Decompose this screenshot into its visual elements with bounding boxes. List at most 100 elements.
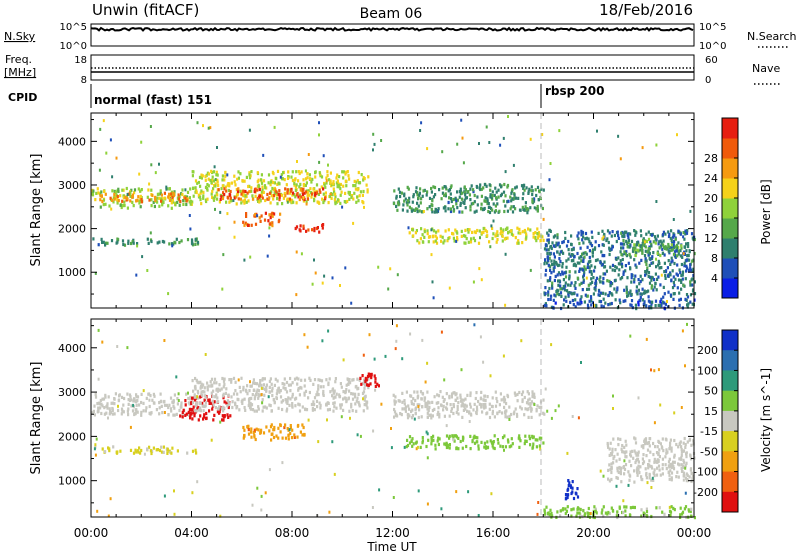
velocity-cell [671,462,674,466]
velocity-cell [316,405,319,409]
power-cell [180,239,183,243]
velocity-cell [303,391,306,395]
power-cell [283,178,286,182]
velocity-cell [269,425,273,429]
power-cell [545,248,548,252]
power-cell [687,244,690,248]
velocity-cell [409,332,412,336]
velocity-cell [345,400,348,404]
power-cell [543,262,546,266]
power-cell [608,231,611,235]
velocity-cell [523,413,526,417]
velocity-ytick-label: 4000 [58,342,86,355]
velocity-cell [363,403,366,407]
power-cell [171,195,174,200]
power-cell [570,259,573,263]
power-cell [352,197,355,201]
power-cell [194,186,197,190]
power-cell [346,199,349,204]
velocity-cell [557,404,560,408]
power-cell [488,205,491,209]
power-cell [404,197,407,201]
power-colorbar-swatch [722,218,738,239]
power-cell [161,200,164,204]
power-cell [302,224,305,228]
power-cell [416,207,419,212]
power-cell [165,185,168,189]
power-cell [168,242,171,246]
power-cell [260,194,263,198]
velocity-cell [606,443,609,447]
velocity-cell [457,447,460,451]
velocity-cell [455,490,458,494]
velocity-cell [648,464,651,468]
power-cell [489,245,492,249]
power-cell [218,200,221,204]
velocity-cell [467,490,470,494]
velocity-cell [566,495,569,499]
power-cell [172,191,175,195]
power-cell [666,305,670,309]
velocity-cell [332,401,335,405]
velocity-cell [473,323,476,327]
power-cell [351,194,354,198]
velocity-cell [445,434,449,438]
velocity-cell [120,407,124,411]
velocity-cell [529,402,532,406]
power-cell [523,188,526,192]
power-cell [590,303,593,307]
power-cell [209,178,212,183]
velocity-cell [260,393,263,397]
velocity-cell [489,439,492,443]
velocity-cell [500,398,503,402]
power-cell [657,303,660,307]
power-cell [294,177,297,181]
power-cell [237,176,240,180]
velocity-cell [377,384,380,388]
velocity-cell [131,409,135,413]
power-cell [608,252,611,257]
velocity-cell [403,402,406,406]
power-cell [544,273,547,277]
velocity-cell [242,436,245,440]
velocity-cell [621,444,624,448]
power-cell [408,231,411,235]
power-cell [323,183,326,187]
velocity-cell [392,496,395,499]
power-cell [131,195,134,199]
power-cell [686,295,690,299]
power-cell [555,262,558,266]
velocity-cell [687,508,690,512]
velocity-cell [342,397,345,401]
power-cell [626,294,629,298]
power-cell [176,200,179,204]
power-cell [667,290,670,294]
power-cell [689,293,693,297]
power-cell [576,251,579,256]
power-cell [529,268,532,272]
power-cell [593,247,596,251]
power-cell [442,206,445,210]
velocity-cell [268,468,271,472]
power-cell [127,239,130,243]
power-cell [472,190,475,194]
power-cell [428,205,431,209]
power-cell [656,277,659,281]
velocity-cell [296,382,299,386]
velocity-cell [361,374,364,378]
velocity-cell [318,401,321,405]
velocity-cell [448,446,451,450]
power-cell [582,273,585,277]
power-cell [300,170,303,174]
power-cell [664,302,667,306]
power-cell [461,210,464,214]
power-cell [661,247,664,251]
velocity-cell [187,396,190,401]
power-cell [574,286,577,290]
power-cell [483,182,486,187]
velocity-cell [203,398,206,403]
velocity-cell [260,386,263,390]
velocity-cell [689,467,693,471]
power-cell [524,201,527,205]
power-cell [122,242,125,247]
